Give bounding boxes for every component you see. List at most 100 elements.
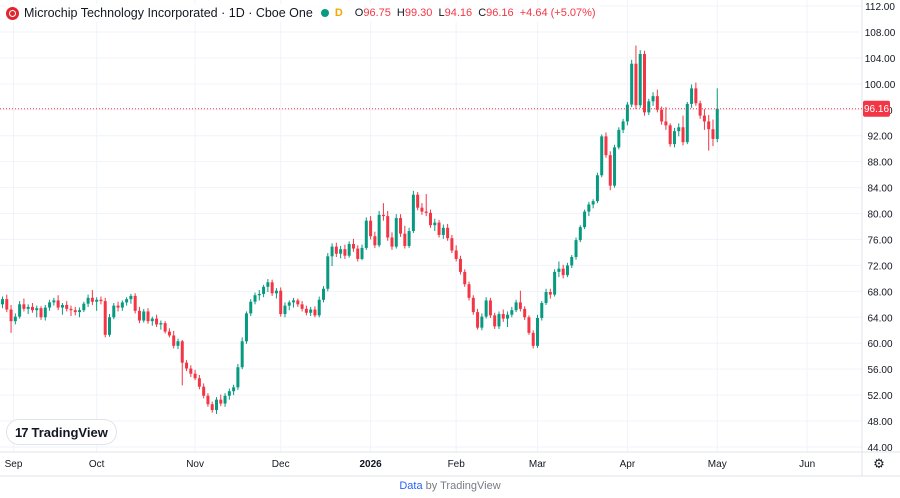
candle <box>638 50 642 108</box>
tradingview-logo-text: TradingView <box>31 424 108 440</box>
candle <box>617 127 621 150</box>
price-axis[interactable]: 112.00108.00104.00100.0096.0092.0088.008… <box>861 0 896 476</box>
candle-body <box>176 341 180 346</box>
candle-body <box>296 300 300 305</box>
candle-body <box>394 218 398 247</box>
candle <box>257 290 261 301</box>
footer-suffix: by TradingView <box>425 480 501 492</box>
candle-body <box>685 103 689 143</box>
candle <box>253 292 257 305</box>
candle-body <box>390 237 394 247</box>
candle <box>172 330 176 349</box>
candle-body <box>643 53 646 113</box>
data-link[interactable]: Data <box>399 480 423 492</box>
gear-icon[interactable]: ⚙ <box>873 456 885 471</box>
symbol-legend[interactable]: Microchip Technology Incorporated · 1D ·… <box>6 4 599 22</box>
candle <box>43 304 47 321</box>
candle <box>95 297 99 311</box>
candle-body <box>429 212 432 226</box>
candle <box>48 299 52 311</box>
candle <box>73 306 77 316</box>
candle-body <box>591 201 595 205</box>
candle <box>433 218 437 232</box>
candle-body <box>446 227 450 239</box>
candle <box>394 214 398 249</box>
tradingview-logo[interactable]: 17 TradingView <box>7 420 116 444</box>
candle-body <box>108 317 111 335</box>
candle-body <box>56 300 60 308</box>
candle <box>60 303 64 315</box>
candle-body <box>330 246 334 257</box>
candle-body <box>155 318 159 325</box>
candle-body <box>480 316 484 328</box>
candle-body <box>672 131 676 145</box>
candle <box>548 288 552 299</box>
candle <box>467 281 471 301</box>
candle-body <box>600 136 604 176</box>
candle-body <box>206 395 210 405</box>
candle-body <box>651 96 655 102</box>
open-value: 96.75 <box>363 7 391 19</box>
candle <box>236 363 240 390</box>
candle-body <box>664 121 668 126</box>
last-price-label: 96.16 <box>864 104 889 115</box>
candle <box>437 220 441 238</box>
price-tick-label: 44.00 <box>867 443 892 454</box>
candle <box>377 210 381 248</box>
ohlc-values: O96.75 H99.30 L94.16 C96.16 +4.64 (+5.07… <box>355 7 599 19</box>
candle-body <box>702 115 706 122</box>
candle-body <box>95 299 99 302</box>
candle-body <box>617 129 621 148</box>
close-label: C <box>478 7 487 19</box>
candle-body <box>283 305 287 315</box>
candle-body <box>578 227 582 241</box>
candle <box>454 245 458 262</box>
candle-body <box>197 378 201 387</box>
candle-body <box>146 311 150 322</box>
candle-body <box>103 301 107 335</box>
candle-body <box>120 302 124 308</box>
time-axis[interactable]: Sep Oct Nov Dec 2026 Feb Mar Apr May Jun <box>0 451 900 477</box>
candle <box>69 305 73 316</box>
candle-body <box>630 63 634 105</box>
candle <box>215 397 218 414</box>
candle <box>386 210 390 241</box>
candle <box>244 311 248 344</box>
candle <box>476 308 480 330</box>
candle-body <box>249 301 253 314</box>
candle-body <box>26 306 30 309</box>
candle-body <box>22 304 26 309</box>
candle <box>501 309 505 322</box>
candle <box>553 269 557 297</box>
candle <box>56 295 60 311</box>
candle <box>189 365 193 377</box>
candle <box>223 393 227 407</box>
candle-body <box>386 216 390 238</box>
candle-body <box>548 292 552 295</box>
candle-body <box>403 233 407 246</box>
candle <box>78 307 82 318</box>
candle <box>630 59 634 108</box>
price-tick-label: 56.00 <box>867 365 892 376</box>
candle <box>1 296 4 309</box>
candle-body <box>506 314 510 319</box>
candle <box>266 279 270 293</box>
candle <box>82 301 86 313</box>
candle <box>99 296 103 305</box>
candle-body <box>240 341 244 368</box>
candle-body <box>65 304 69 309</box>
candle <box>681 115 685 146</box>
candle-body <box>180 341 184 363</box>
candle-body <box>715 108 719 139</box>
candle <box>5 294 9 313</box>
candle-body <box>313 309 317 316</box>
candle-body <box>274 290 278 294</box>
candle-body <box>262 286 266 294</box>
candle <box>339 245 343 259</box>
candle-body <box>73 310 77 313</box>
candle-body <box>660 109 664 122</box>
candle <box>446 223 450 241</box>
candle <box>108 314 111 337</box>
footer-attribution: Data by TradingView <box>0 480 900 492</box>
